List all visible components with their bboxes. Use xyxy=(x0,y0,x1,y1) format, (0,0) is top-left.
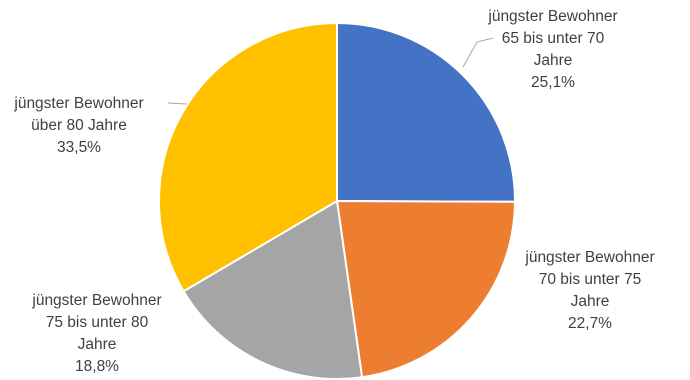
data-label-65-70-value: 25,1% xyxy=(531,74,575,91)
data-label-70-75: jüngster Bewohner 70 bis unter 75 Jahre … xyxy=(495,247,685,335)
data-label-80-plus-line-1: jüngster Bewohner xyxy=(14,95,144,112)
data-label-80-plus-line-2: über 80 Jahre xyxy=(31,117,127,134)
leader-line-65-70 xyxy=(462,37,494,68)
data-label-70-75-value: 22,7% xyxy=(568,315,612,332)
leader-line-80-plus xyxy=(167,102,188,105)
data-label-75-80-line-1: jüngster Bewohner xyxy=(32,292,162,309)
data-label-80-plus: jüngster Bewohner über 80 Jahre 33,5% xyxy=(0,93,174,159)
data-label-75-80-value: 18,8% xyxy=(75,358,119,375)
pie-slice-75-80 xyxy=(182,199,364,380)
data-label-70-75-line-2: 70 bis unter 75 xyxy=(538,271,642,288)
data-label-75-80: jüngster Bewohner 75 bis unter 80 Jahre … xyxy=(2,290,192,378)
pie-slice-80-plus xyxy=(158,21,338,293)
data-label-80-plus-value: 33,5% xyxy=(57,139,101,156)
data-label-75-80-line-2: 75 bis unter 80 xyxy=(45,314,149,331)
data-label-65-70-line-2: 65 bis unter 70 xyxy=(501,30,605,47)
data-label-70-75-line-1: jüngster Bewohner xyxy=(525,249,655,266)
data-label-70-75-line-3: Jahre xyxy=(570,293,610,310)
pie-slice-65-70 xyxy=(336,21,517,203)
data-label-65-70: jüngster Bewohner 65 bis unter 70 Jahre … xyxy=(458,6,648,94)
pie-slice-70-75 xyxy=(335,199,517,379)
data-label-65-70-line-1: jüngster Bewohner xyxy=(488,8,618,25)
data-label-75-80-line-3: Jahre xyxy=(77,336,117,353)
data-label-65-70-line-3: Jahre xyxy=(533,52,573,69)
